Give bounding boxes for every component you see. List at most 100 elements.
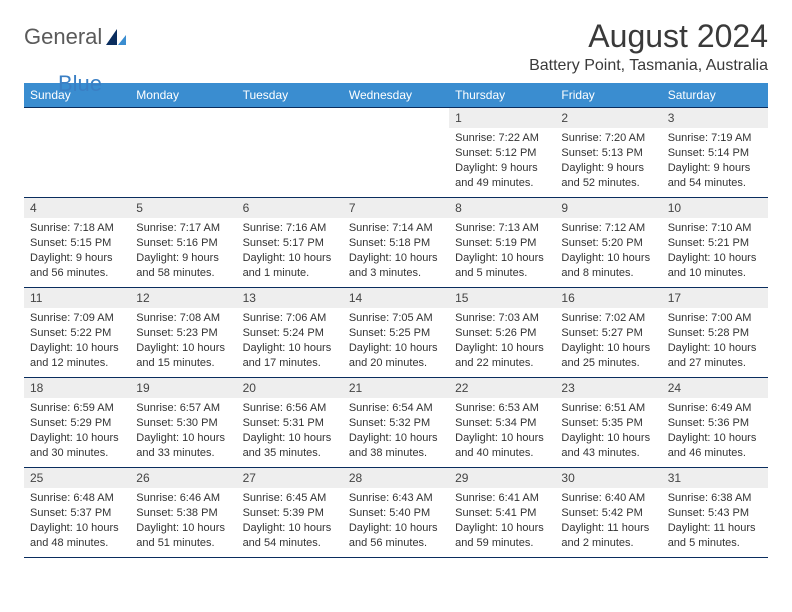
sunset-line: Sunset: 5:30 PM: [136, 416, 230, 431]
calendar-cell: 31Sunrise: 6:38 AMSunset: 5:43 PMDayligh…: [662, 468, 768, 558]
sunrise-line: Sunrise: 6:45 AM: [243, 491, 337, 506]
day-details: Sunrise: 6:59 AMSunset: 5:29 PMDaylight:…: [24, 398, 130, 464]
day-details: Sunrise: 6:57 AMSunset: 5:30 PMDaylight:…: [130, 398, 236, 464]
calendar-table: SundayMondayTuesdayWednesdayThursdayFrid…: [24, 83, 768, 558]
logo-text-general: General: [24, 24, 102, 50]
daylight-line: Daylight: 10 hours and 30 minutes.: [30, 431, 124, 461]
sunrise-line: Sunrise: 6:51 AM: [561, 401, 655, 416]
sunrise-line: Sunrise: 7:02 AM: [561, 311, 655, 326]
calendar-cell: 17Sunrise: 7:00 AMSunset: 5:28 PMDayligh…: [662, 288, 768, 378]
day-details: Sunrise: 6:41 AMSunset: 5:41 PMDaylight:…: [449, 488, 555, 554]
header: General August 2024 Battery Point, Tasma…: [24, 18, 768, 75]
day-details: Sunrise: 7:08 AMSunset: 5:23 PMDaylight:…: [130, 308, 236, 374]
sunset-line: Sunset: 5:28 PM: [668, 326, 762, 341]
day-number: 17: [662, 288, 768, 308]
sunset-line: Sunset: 5:16 PM: [136, 236, 230, 251]
sunset-line: Sunset: 5:15 PM: [30, 236, 124, 251]
sunrise-line: Sunrise: 6:53 AM: [455, 401, 549, 416]
calendar-cell: 20Sunrise: 6:56 AMSunset: 5:31 PMDayligh…: [237, 378, 343, 468]
day-details: Sunrise: 6:56 AMSunset: 5:31 PMDaylight:…: [237, 398, 343, 464]
calendar-cell: [24, 108, 130, 198]
calendar-cell: 7Sunrise: 7:14 AMSunset: 5:18 PMDaylight…: [343, 198, 449, 288]
calendar-cell: 22Sunrise: 6:53 AMSunset: 5:34 PMDayligh…: [449, 378, 555, 468]
sunrise-line: Sunrise: 7:20 AM: [561, 131, 655, 146]
day-details: Sunrise: 7:12 AMSunset: 5:20 PMDaylight:…: [555, 218, 661, 284]
calendar-cell: 6Sunrise: 7:16 AMSunset: 5:17 PMDaylight…: [237, 198, 343, 288]
day-details: Sunrise: 6:43 AMSunset: 5:40 PMDaylight:…: [343, 488, 449, 554]
weekday-header: Monday: [130, 83, 236, 108]
sunset-line: Sunset: 5:34 PM: [455, 416, 549, 431]
calendar-cell: 26Sunrise: 6:46 AMSunset: 5:38 PMDayligh…: [130, 468, 236, 558]
day-details: Sunrise: 7:06 AMSunset: 5:24 PMDaylight:…: [237, 308, 343, 374]
calendar-row: 11Sunrise: 7:09 AMSunset: 5:22 PMDayligh…: [24, 288, 768, 378]
calendar-cell: 3Sunrise: 7:19 AMSunset: 5:14 PMDaylight…: [662, 108, 768, 198]
day-details: Sunrise: 6:49 AMSunset: 5:36 PMDaylight:…: [662, 398, 768, 464]
day-details: Sunrise: 7:02 AMSunset: 5:27 PMDaylight:…: [555, 308, 661, 374]
day-details: Sunrise: 7:10 AMSunset: 5:21 PMDaylight:…: [662, 218, 768, 284]
sunset-line: Sunset: 5:25 PM: [349, 326, 443, 341]
sunset-line: Sunset: 5:42 PM: [561, 506, 655, 521]
sunset-line: Sunset: 5:37 PM: [30, 506, 124, 521]
day-details: Sunrise: 7:16 AMSunset: 5:17 PMDaylight:…: [237, 218, 343, 284]
sunrise-line: Sunrise: 7:08 AM: [136, 311, 230, 326]
sunrise-line: Sunrise: 6:57 AM: [136, 401, 230, 416]
sunset-line: Sunset: 5:38 PM: [136, 506, 230, 521]
calendar-cell: 16Sunrise: 7:02 AMSunset: 5:27 PMDayligh…: [555, 288, 661, 378]
calendar-page: General August 2024 Battery Point, Tasma…: [0, 0, 792, 570]
calendar-row: 25Sunrise: 6:48 AMSunset: 5:37 PMDayligh…: [24, 468, 768, 558]
sunset-line: Sunset: 5:13 PM: [561, 146, 655, 161]
day-number: 26: [130, 468, 236, 488]
daylight-line: Daylight: 9 hours and 54 minutes.: [668, 161, 762, 191]
day-number: 14: [343, 288, 449, 308]
daylight-line: Daylight: 9 hours and 52 minutes.: [561, 161, 655, 191]
sunset-line: Sunset: 5:21 PM: [668, 236, 762, 251]
sunrise-line: Sunrise: 6:40 AM: [561, 491, 655, 506]
day-number: 11: [24, 288, 130, 308]
day-number: 6: [237, 198, 343, 218]
sunrise-line: Sunrise: 7:18 AM: [30, 221, 124, 236]
weekday-header: Friday: [555, 83, 661, 108]
title-block: August 2024 Battery Point, Tasmania, Aus…: [529, 18, 768, 75]
daylight-line: Daylight: 10 hours and 48 minutes.: [30, 521, 124, 551]
day-details: Sunrise: 7:00 AMSunset: 5:28 PMDaylight:…: [662, 308, 768, 374]
day-details: Sunrise: 7:17 AMSunset: 5:16 PMDaylight:…: [130, 218, 236, 284]
day-number: 29: [449, 468, 555, 488]
sunset-line: Sunset: 5:32 PM: [349, 416, 443, 431]
day-details: Sunrise: 6:48 AMSunset: 5:37 PMDaylight:…: [24, 488, 130, 554]
day-number: 9: [555, 198, 661, 218]
daylight-line: Daylight: 10 hours and 3 minutes.: [349, 251, 443, 281]
daylight-line: Daylight: 11 hours and 2 minutes.: [561, 521, 655, 551]
sunset-line: Sunset: 5:24 PM: [243, 326, 337, 341]
sunrise-line: Sunrise: 7:00 AM: [668, 311, 762, 326]
sunrise-line: Sunrise: 7:10 AM: [668, 221, 762, 236]
calendar-row: 4Sunrise: 7:18 AMSunset: 5:15 PMDaylight…: [24, 198, 768, 288]
sunset-line: Sunset: 5:36 PM: [668, 416, 762, 431]
day-details: Sunrise: 7:18 AMSunset: 5:15 PMDaylight:…: [24, 218, 130, 284]
day-number: 18: [24, 378, 130, 398]
calendar-body: 1Sunrise: 7:22 AMSunset: 5:12 PMDaylight…: [24, 108, 768, 558]
day-details: Sunrise: 6:53 AMSunset: 5:34 PMDaylight:…: [449, 398, 555, 464]
daylight-line: Daylight: 10 hours and 27 minutes.: [668, 341, 762, 371]
day-number: 4: [24, 198, 130, 218]
day-details: Sunrise: 7:09 AMSunset: 5:22 PMDaylight:…: [24, 308, 130, 374]
sunrise-line: Sunrise: 7:13 AM: [455, 221, 549, 236]
daylight-line: Daylight: 10 hours and 38 minutes.: [349, 431, 443, 461]
sunset-line: Sunset: 5:14 PM: [668, 146, 762, 161]
sunrise-line: Sunrise: 7:09 AM: [30, 311, 124, 326]
calendar-cell: 8Sunrise: 7:13 AMSunset: 5:19 PMDaylight…: [449, 198, 555, 288]
calendar-row: 1Sunrise: 7:22 AMSunset: 5:12 PMDaylight…: [24, 108, 768, 198]
location: Battery Point, Tasmania, Australia: [529, 57, 768, 75]
sunrise-line: Sunrise: 6:41 AM: [455, 491, 549, 506]
sunrise-line: Sunrise: 7:03 AM: [455, 311, 549, 326]
sunrise-line: Sunrise: 7:22 AM: [455, 131, 549, 146]
calendar-cell: 25Sunrise: 6:48 AMSunset: 5:37 PMDayligh…: [24, 468, 130, 558]
day-number: 10: [662, 198, 768, 218]
sunset-line: Sunset: 5:41 PM: [455, 506, 549, 521]
daylight-line: Daylight: 11 hours and 5 minutes.: [668, 521, 762, 551]
calendar-cell: 19Sunrise: 6:57 AMSunset: 5:30 PMDayligh…: [130, 378, 236, 468]
sunset-line: Sunset: 5:40 PM: [349, 506, 443, 521]
calendar-cell: [343, 108, 449, 198]
weekday-header: Wednesday: [343, 83, 449, 108]
sunrise-line: Sunrise: 6:49 AM: [668, 401, 762, 416]
daylight-line: Daylight: 10 hours and 33 minutes.: [136, 431, 230, 461]
